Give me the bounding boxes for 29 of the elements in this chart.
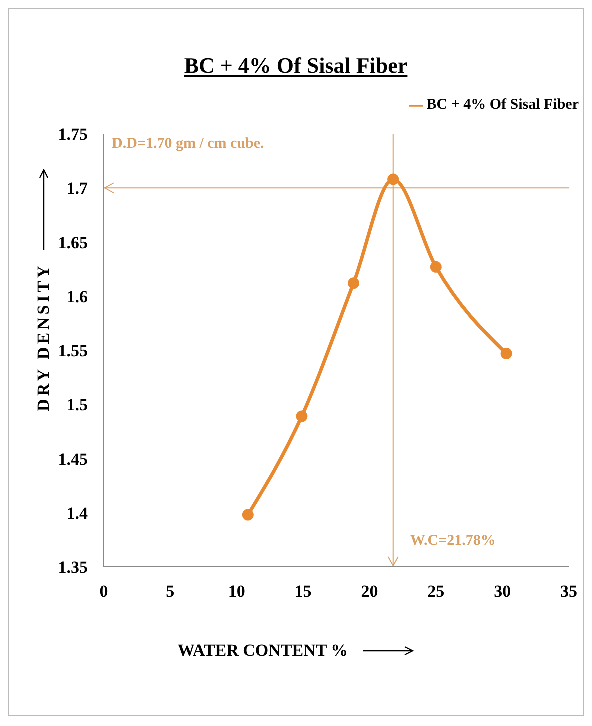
x-axis-title: WATER CONTENT % (178, 641, 348, 661)
point (500, 348, 512, 360)
chart-title: BC + 4% Of Sisal Fiber (183, 53, 409, 80)
y-tick-label: 1.7 (66, 179, 88, 198)
y-tick-label: 1.75 (58, 125, 88, 144)
y-tick-label: 1.55 (58, 342, 88, 361)
x-tick-label: 5 (166, 582, 175, 602)
point (296, 410, 308, 422)
x-tick-label: 35 (560, 582, 578, 602)
x-tick-label: 20 (361, 582, 378, 602)
point (388, 174, 400, 186)
y-tick-label: 1.6 (66, 287, 88, 306)
ref-line-label: W.C=21.78% (410, 533, 496, 549)
y-tick-label: 1.35 (58, 558, 88, 578)
point (430, 261, 442, 273)
x-tick-label: 10 (228, 582, 246, 602)
x-tick-label: 0 (100, 582, 108, 602)
y-axis-title: DRY DENSITY (34, 263, 54, 412)
x-tick-label: 15 (294, 582, 312, 602)
y-tick-label: 1.5 (66, 396, 88, 415)
x-tick-label: 30 (494, 582, 512, 602)
x-tick-label: 25 (428, 582, 445, 602)
point (242, 509, 254, 521)
ref-line-label: D.D=1.70 gm / cm cube. (112, 136, 265, 152)
y-tick-label: 1.4 (66, 504, 88, 523)
y-tick-label: 1.65 (58, 233, 88, 252)
y-tick-label: 1.45 (58, 450, 88, 469)
legend-label: BC + 4% Of Sisal Fiber (426, 97, 579, 113)
point (348, 278, 360, 290)
